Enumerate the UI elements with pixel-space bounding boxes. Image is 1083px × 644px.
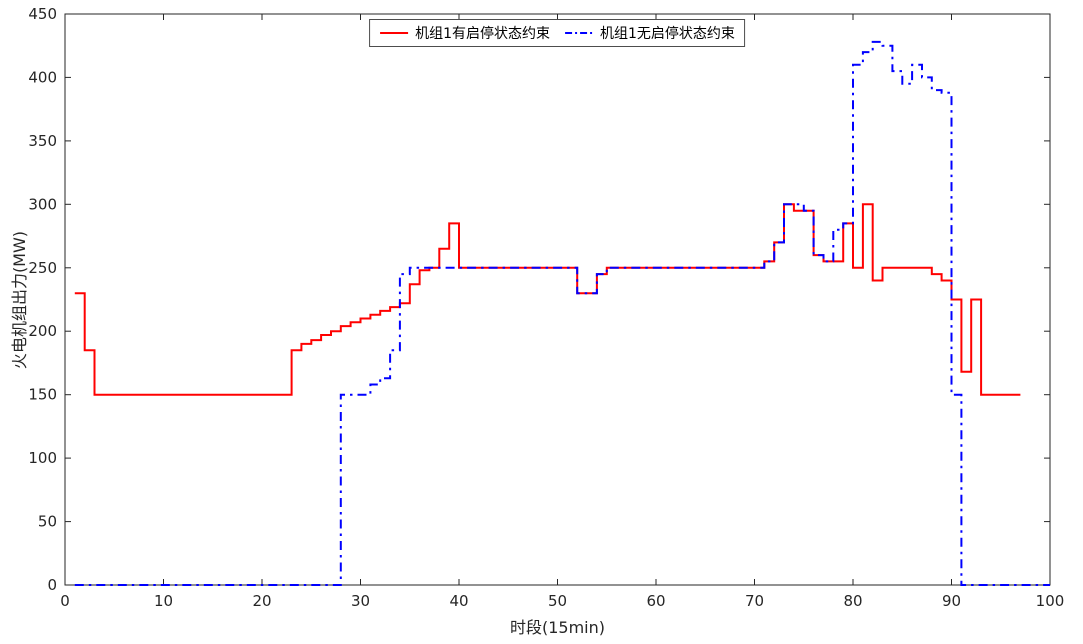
y-tick-label: 100 [28, 449, 57, 467]
x-tick-label: 90 [942, 592, 961, 610]
y-tick-label: 50 [38, 513, 57, 531]
x-tick-label: 10 [154, 592, 173, 610]
x-tick-label: 50 [548, 592, 567, 610]
x-tick-label: 0 [60, 592, 70, 610]
red-solid-line-sample [380, 32, 409, 34]
legend-label-constrained: 机组1有启停状态约束 [415, 26, 550, 42]
y-tick-label: 200 [28, 322, 57, 340]
y-tick-label: 0 [47, 576, 57, 594]
series-line-1 [74, 40, 1050, 586]
x-tick-label: 40 [449, 592, 468, 610]
y-tick-label: 150 [28, 386, 57, 404]
legend: 机组1有启停状态约束 机组1无启停状态约束 [369, 19, 745, 47]
legend-item-unconstrained: 机组1无启停状态约束 [564, 23, 735, 43]
y-tick-label: 250 [28, 259, 57, 277]
x-tick-label: 60 [646, 592, 665, 610]
x-tick-label: 70 [745, 592, 764, 610]
axes-box [64, 13, 1051, 586]
y-tick-label: 350 [28, 132, 57, 150]
y-axis-label: 火电机组出力(MW) [10, 230, 29, 370]
legend-item-constrained: 机组1有启停状态约束 [379, 23, 550, 43]
x-tick-label: 80 [843, 592, 862, 610]
legend-label-unconstrained: 机组1无启停状态约束 [600, 26, 735, 42]
x-tick-label: 30 [351, 592, 370, 610]
blue-dashdot-line-sample [565, 32, 593, 34]
y-tick-label: 300 [28, 195, 57, 213]
x-tick-label: 20 [252, 592, 271, 610]
x-tick-label: 100 [1036, 592, 1065, 610]
y-tick-label: 400 [28, 68, 57, 86]
x-axis-label: 时段(15min) [509, 618, 606, 637]
series-line-0 [74, 203, 1021, 396]
y-tick-label: 450 [28, 5, 57, 23]
